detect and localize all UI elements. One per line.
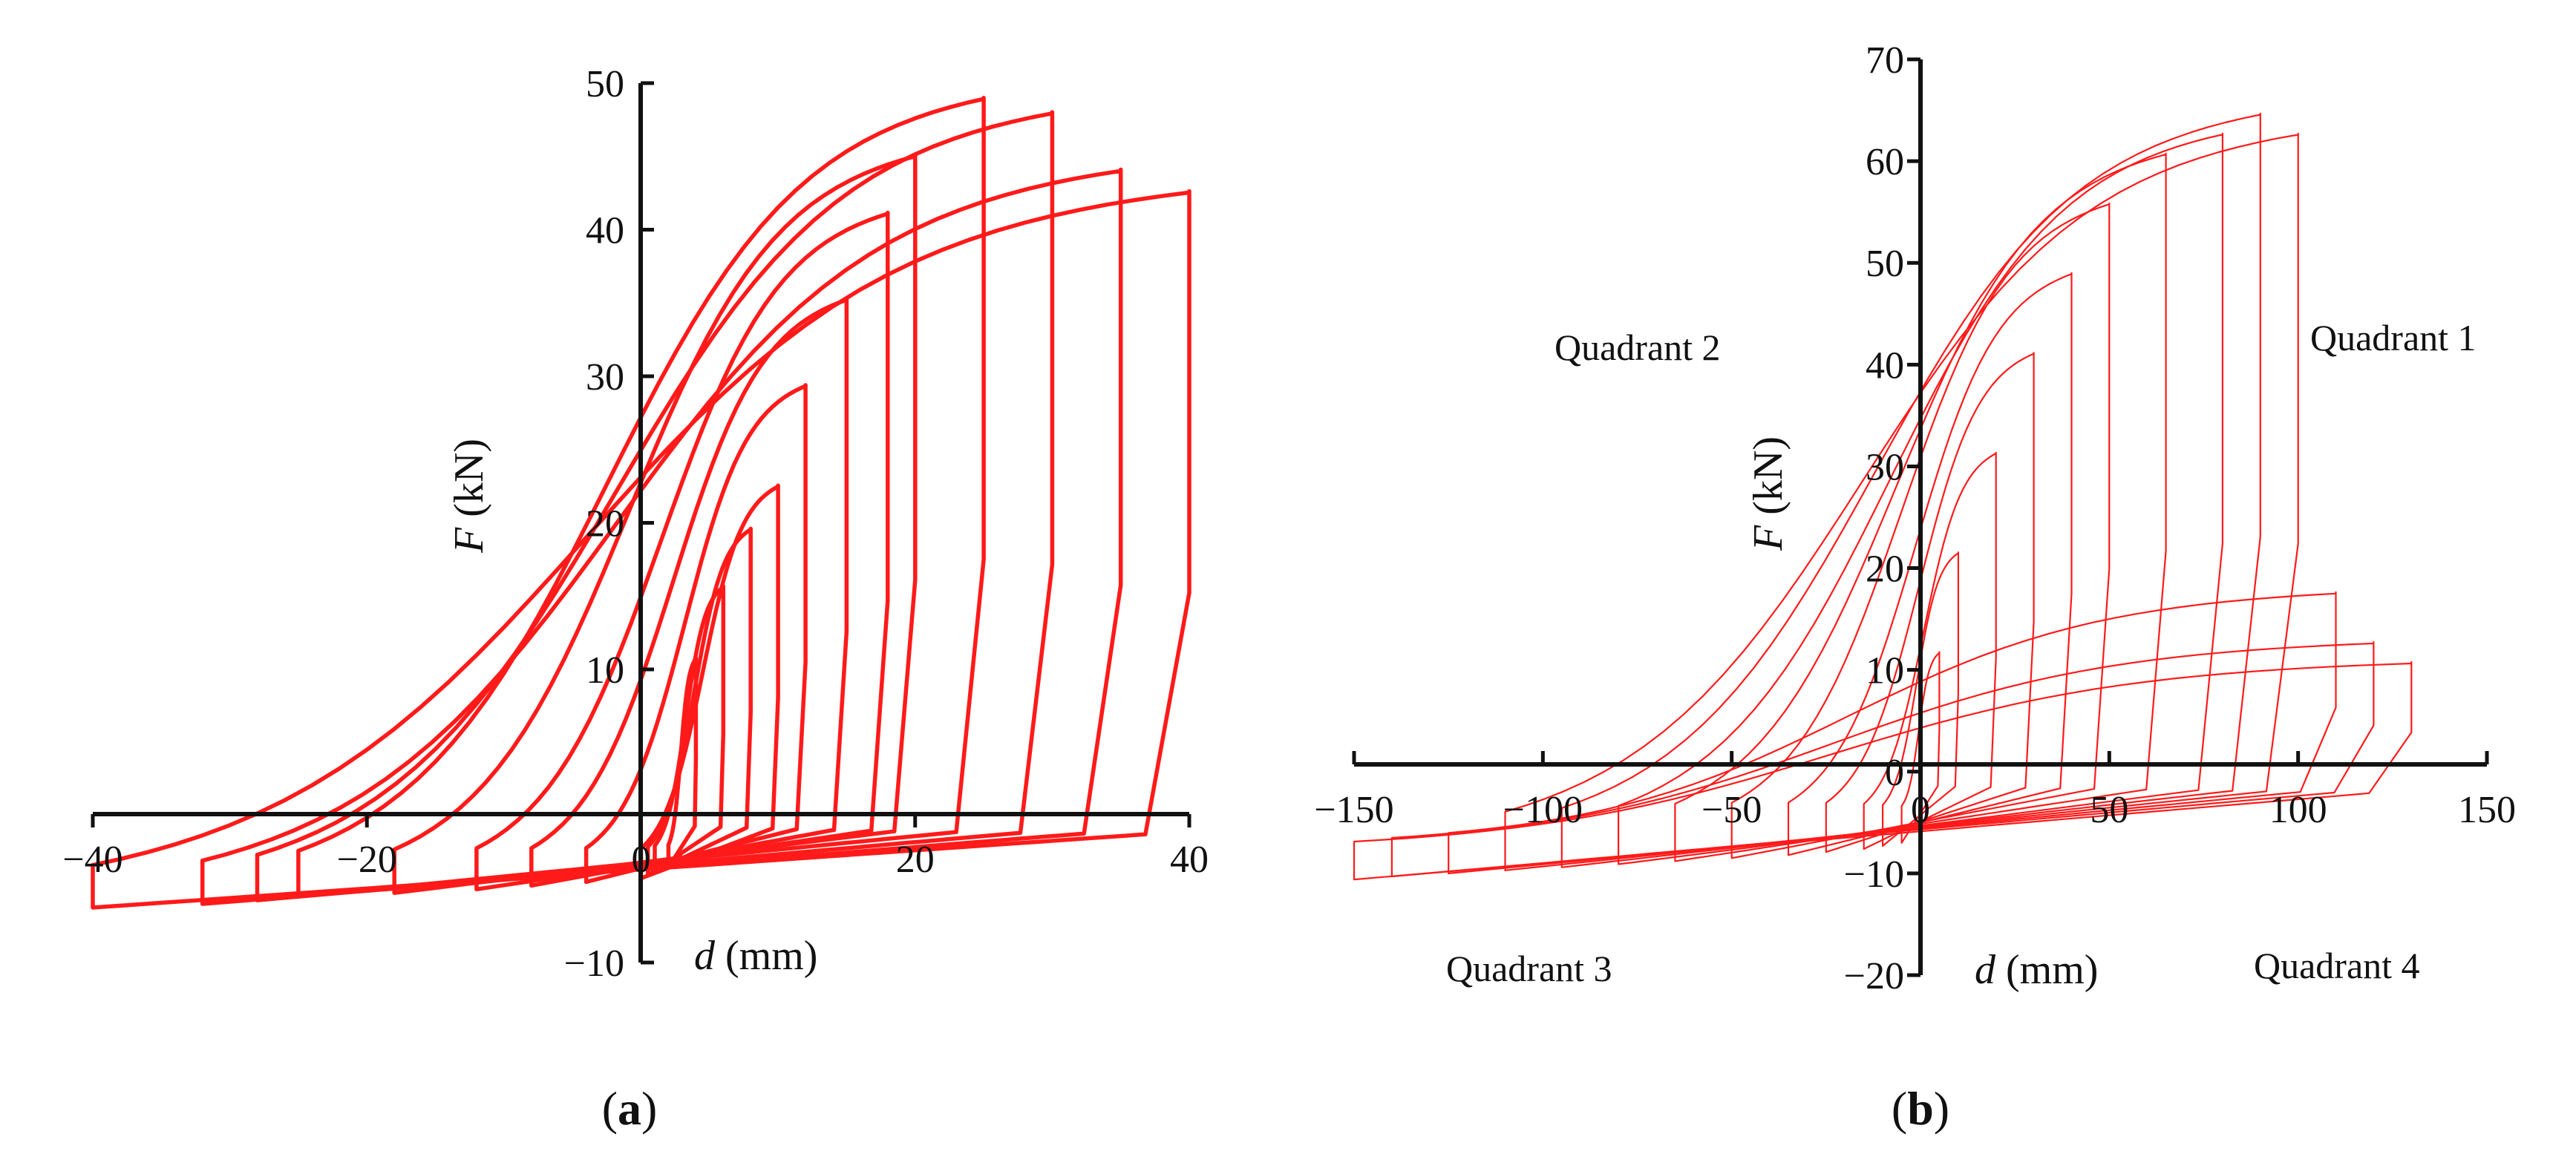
y-tick-label-b: −10	[1844, 853, 1904, 896]
y-label-symbol-a: F	[446, 527, 492, 554]
x-label-symbol-a: d	[694, 933, 716, 979]
y-label-symbol-b: F	[1745, 525, 1791, 551]
x-label-symbol-b: d	[1975, 947, 1996, 993]
panel-label-a-letter: a	[618, 1082, 641, 1135]
y-tick-label-a: 50	[586, 63, 624, 105]
x-label-unit-a: (mm)	[725, 933, 817, 979]
y-tick-label-a: 10	[586, 649, 624, 692]
x-tick-label-b: 0	[1911, 789, 1930, 831]
x-tick-label-a: −40	[62, 839, 122, 881]
y-tick-label-a: 40	[586, 210, 624, 252]
panel-label-a-close: )	[641, 1082, 657, 1135]
x-tick-label-b: 50	[2090, 789, 2128, 831]
annotation-quadrant-2: Quadrant 2	[1555, 327, 1721, 368]
y-ticks-b: −20 −10 0 10 20 30 40 50 60 70	[1844, 39, 1920, 997]
x-tick-label-b: 100	[2269, 789, 2327, 831]
x-tick-label-b: −100	[1503, 789, 1583, 831]
chart-b: −150 −100 −50 0 50 100 150 −20−100102030405060…	[1314, 39, 2516, 1135]
x-axis-label-b: d (mm)	[1975, 947, 2098, 993]
hysteresis-loop-b	[1390, 641, 2375, 878]
y-label-unit-a: (kN)	[446, 439, 492, 517]
y-tick-label-b: −20	[1844, 955, 1904, 997]
y-axis-label-a: F (kN)	[446, 439, 492, 554]
y-tick-label-b: 20	[1866, 548, 1904, 591]
x-tick-label-a: 20	[896, 839, 935, 881]
y-tick-label-b: 0	[1885, 752, 1904, 794]
x-axis-label-a: d (mm)	[694, 933, 817, 979]
hysteresis-loop-a	[255, 110, 1055, 902]
y-label-unit-b: (kN)	[1745, 436, 1791, 515]
panel-label-b: (b)	[1892, 1082, 1949, 1135]
hysteresis-curves-a	[91, 96, 1191, 910]
x-tick-label-a: −20	[337, 839, 397, 881]
x-ticks-a: −40 −20 0 20 40	[62, 814, 1209, 881]
x-ticks-b: −150 −100 −50 0 50 100 150	[1314, 751, 2516, 831]
annotation-quadrant-1: Quadrant 1	[2310, 317, 2477, 358]
y-tick-label-b: 60	[1866, 141, 1904, 183]
x-tick-label-b: −50	[1701, 789, 1762, 831]
panel-label-b-letter: b	[1907, 1082, 1934, 1135]
y-tick-label-a: −10	[564, 942, 624, 985]
hysteresis-curves-b	[1353, 112, 2413, 881]
panel-label-a: (a)	[602, 1082, 658, 1135]
y-tick-label-b: 70	[1866, 39, 1904, 82]
annotation-quadrant-3: Quadrant 3	[1446, 948, 1612, 989]
hysteresis-loop-b	[1787, 272, 2073, 856]
y-ticks-a: −10 10 20 30 40 50	[564, 63, 654, 985]
x-tick-label-b: 150	[2458, 789, 2516, 831]
y-tick-label-b: 50	[1866, 243, 1904, 285]
y-tick-label-b: 10	[1866, 650, 1904, 692]
y-tick-label-a: 20	[586, 503, 624, 545]
panel-label-b-open: (	[1892, 1082, 1907, 1135]
x-tick-label-a: 0	[632, 839, 651, 881]
panel-label-b-close: )	[1934, 1082, 1949, 1135]
y-tick-label-b: 40	[1866, 344, 1904, 387]
x-label-unit-b: (mm)	[2006, 947, 2098, 993]
x-tick-label-b: −150	[1314, 789, 1393, 831]
chart-a: −40 −20 0 20 40 −10 10 20 30 40 50 F (kN) d (mm) (a…	[62, 63, 1209, 1135]
y-axis-label-b: F (kN)	[1745, 436, 1791, 551]
hysteresis-loop-b	[1353, 660, 2413, 881]
hysteresis-loop-a	[91, 188, 1191, 910]
hysteresis-loop-b	[1560, 112, 2261, 868]
panel-label-a-open: (	[602, 1082, 618, 1135]
x-tick-label-a: 40	[1170, 839, 1209, 881]
y-tick-label-a: 30	[586, 356, 624, 399]
annotation-quadrant-4: Quadrant 4	[2254, 945, 2420, 986]
y-tick-label-b: 30	[1866, 446, 1904, 488]
